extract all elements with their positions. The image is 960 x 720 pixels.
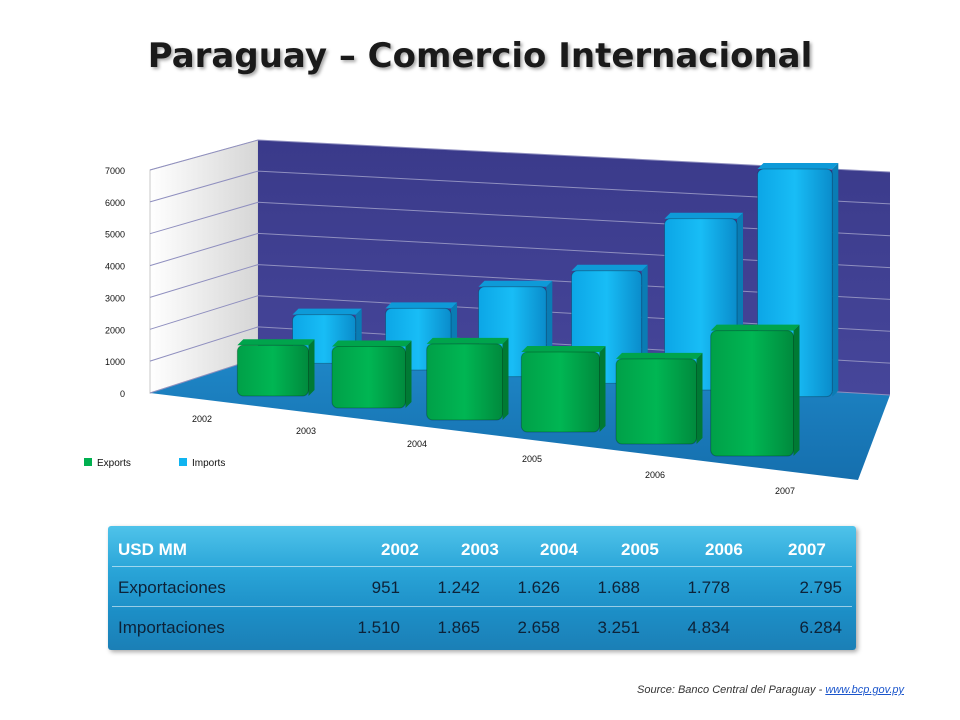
export-bar-2002-top xyxy=(237,339,315,346)
import-bar-2007-side xyxy=(832,163,839,397)
x-tick-label: 2006 xyxy=(645,470,665,480)
export-bar-2003 xyxy=(331,340,412,409)
export-bar-2004-top xyxy=(426,337,509,344)
y-tick-label: 1000 xyxy=(105,357,125,367)
import-bar-2006-top xyxy=(664,212,743,219)
row-label-exports: Exportaciones xyxy=(118,578,226,597)
cell-imports-2005: 3.251 xyxy=(597,618,640,637)
gridline xyxy=(149,139,891,173)
export-bar-2003-front xyxy=(331,345,406,409)
table-row-exports: Exportaciones 951 1.242 1.626 1.688 1.77… xyxy=(108,578,856,608)
import-bar-2005-top xyxy=(571,264,648,271)
table-header-2006: 2006 xyxy=(705,540,743,559)
y-tick-label: 7000 xyxy=(105,166,125,176)
export-bar-2007 xyxy=(710,324,800,457)
x-tick-label: 2007 xyxy=(775,486,795,496)
export-bar-2005 xyxy=(520,346,606,433)
legend-swatch-exports xyxy=(84,458,92,466)
y-tick-label: 3000 xyxy=(105,293,125,303)
export-bar-2007-side xyxy=(793,324,800,456)
export-bar-2005-front xyxy=(520,351,600,433)
trade-bar-chart-3d: 0 1000 2000 3000 4000 5000 6000 7000 2002 2003 200… xyxy=(84,139,891,496)
slide-title: Paraguay – Comercio Internacional xyxy=(147,36,813,76)
cell-imports-2002: 1.510 xyxy=(357,618,400,637)
export-bar-2007-front xyxy=(710,330,795,457)
cell-imports-2003: 1.865 xyxy=(437,618,480,637)
source-label: Source: Banco Central del Paraguay - xyxy=(637,684,826,696)
table-header-2003: 2003 xyxy=(461,540,499,559)
table-row-imports: Importaciones 1.510 1.865 2.658 3.251 4.… xyxy=(108,618,856,648)
source-link[interactable]: www.bcp.gov.py xyxy=(825,684,904,696)
export-bar-2006-side xyxy=(696,352,703,444)
table-header-row: USD MM 2002 2003 2004 2005 2006 2007 xyxy=(108,540,856,570)
export-bar-2007-top xyxy=(710,324,800,331)
table-header-label: USD MM xyxy=(118,540,187,559)
import-bar-2003-top xyxy=(385,302,457,309)
export-bar-2005-side xyxy=(599,346,606,432)
table-separator xyxy=(112,606,852,607)
legend-swatch-imports xyxy=(179,458,187,466)
cell-exports-2003: 1.242 xyxy=(437,578,480,597)
export-bar-2002-side xyxy=(308,339,315,396)
export-bar-2006 xyxy=(615,352,703,445)
export-bar-2004-side xyxy=(502,337,509,420)
trade-data-table: USD MM 2002 2003 2004 2005 2006 2007 Exp… xyxy=(108,526,856,650)
x-tick-label: 2005 xyxy=(522,454,542,464)
export-bar-2004-front xyxy=(426,343,503,421)
legend-label-exports: Exports xyxy=(97,458,131,469)
table-header-2005: 2005 xyxy=(621,540,659,559)
table-header-2007: 2007 xyxy=(788,540,826,559)
cell-exports-2005: 1.688 xyxy=(597,578,640,597)
table-header-2004: 2004 xyxy=(540,540,578,559)
export-bar-2006-top xyxy=(616,352,703,359)
chart-legend: Exports Imports xyxy=(84,458,225,469)
export-bar-2002 xyxy=(236,339,315,397)
legend-label-imports: Imports xyxy=(192,458,225,469)
x-tick-label: 2003 xyxy=(296,426,316,436)
cell-exports-2002: 951 xyxy=(371,578,400,597)
x-tick-label: 2002 xyxy=(192,414,212,424)
table-header-2002: 2002 xyxy=(381,540,419,559)
cell-imports-2004: 2.658 xyxy=(517,618,560,637)
cell-exports-2004: 1.626 xyxy=(517,578,560,597)
table-separator xyxy=(112,566,852,567)
cell-imports-2007: 6.284 xyxy=(799,618,842,637)
import-bar-2004-top xyxy=(478,280,553,287)
export-bar-2005-top xyxy=(521,346,606,352)
export-bar-2004 xyxy=(426,337,509,421)
cell-exports-2007: 2.795 xyxy=(799,578,842,597)
cell-imports-2006: 4.834 xyxy=(687,618,730,637)
y-tick-label: 0 xyxy=(120,389,125,399)
x-tick-label: 2004 xyxy=(407,439,427,449)
export-bar-2006-front xyxy=(615,358,697,445)
source-note: Source: Banco Central del Paraguay - www… xyxy=(637,684,904,696)
export-bar-2003-side xyxy=(405,340,412,408)
gridline xyxy=(149,170,891,205)
y-tick-label: 5000 xyxy=(105,230,125,240)
row-label-imports: Importaciones xyxy=(118,618,225,637)
export-bar-2003-top xyxy=(332,340,412,347)
y-tick-label: 2000 xyxy=(105,325,125,335)
y-tick-label: 6000 xyxy=(105,198,125,208)
cell-exports-2006: 1.778 xyxy=(687,578,730,597)
import-bar-2007-top xyxy=(757,163,839,169)
import-bar-2002-top xyxy=(292,308,362,315)
export-bar-2002-front xyxy=(236,344,309,397)
y-tick-label: 4000 xyxy=(105,262,125,272)
